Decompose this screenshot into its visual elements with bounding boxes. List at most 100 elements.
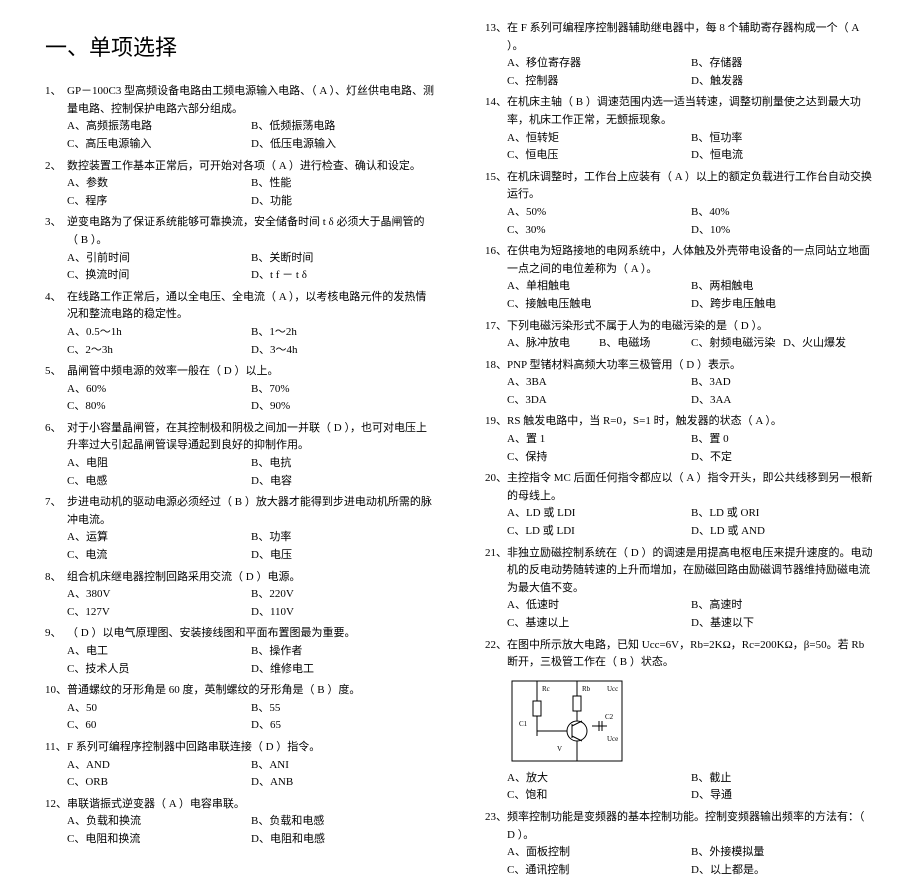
option: D、恒电流 [691, 147, 875, 165]
option: B、55 [251, 700, 435, 718]
option: B、恒功率 [691, 130, 875, 148]
option: D、触发器 [691, 73, 875, 91]
left-column: 一、单项选择 1、GP－100C3 型高频设备电路由工频电源输入电路、（ A ）… [30, 20, 460, 617]
question-text: 数控装置工作基本正常后，可开始对各项（ A ）进行检查、确认和设定。 [67, 158, 435, 176]
question-stem: 21、非独立励磁控制系统在（ D ）的调速是用提高电枢电压来提升速度的。电动机的… [485, 545, 875, 598]
question-stem: 2、数控装置工作基本正常后，可开始对各项（ A ）进行检查、确认和设定。 [45, 158, 435, 176]
question: 13、在 F 系列可编程序控制器辅助继电器中，每 8 个辅助寄存器构成一个（ A… [485, 20, 875, 90]
option: B、存储器 [691, 55, 875, 73]
option: D、维修电工 [251, 661, 435, 679]
question-options: A、LD 或 LDIB、LD 或 ORIC、LD 或 LDID、LD 或 AND [485, 505, 875, 540]
question: 9、（ D ）以电气原理图、安装接线图和平面布置图最为重要。A、电工B、操作者C… [45, 625, 435, 678]
option: B、负载和电感 [251, 813, 435, 831]
question-stem: 14、在机床主轴（ B ）调速范围内选一适当转速，调整切削量使之达到最大功率，机… [485, 94, 875, 129]
question-stem: 16、在供电为短路接地的电网系统中，人体触及外壳带电设备的一点同站立地面一点之间… [485, 243, 875, 278]
question-text: PNP 型锗材料高频大功率三极管用（ D ）表示。 [507, 357, 875, 375]
option: D、90% [251, 398, 435, 416]
option: C、127V [67, 604, 251, 622]
option: C、接触电压触电 [507, 296, 691, 314]
option: A、电工 [67, 643, 251, 661]
option: D、3AA [691, 392, 875, 410]
question-text: 逆变电路为了保证系统能够可靠换流，安全储备时间 t δ 必须大于晶闸管的（ B … [67, 214, 435, 249]
question-number: 19、 [485, 413, 507, 431]
question-stem: 12、串联谐振式逆变器（ A ）电容串联。 [45, 796, 435, 814]
question-number: 13、 [485, 20, 507, 55]
option: C、饱和 [507, 787, 691, 805]
svg-text:C2: C2 [605, 713, 614, 721]
option: B、低频振荡电路 [251, 118, 435, 136]
question-options: A、电阻B、电抗C、电感D、电容 [45, 455, 435, 490]
question-text: 在 F 系列可编程序控制器辅助继电器中，每 8 个辅助寄存器构成一个（ A ）。 [507, 20, 875, 55]
question-options: A、电工B、操作者C、技术人员D、维修电工 [45, 643, 435, 678]
right-column: 13、在 F 系列可编程序控制器辅助继电器中，每 8 个辅助寄存器构成一个（ A… [460, 20, 890, 617]
option: D、基速以下 [691, 615, 875, 633]
option: A、引前时间 [67, 250, 251, 268]
question: 14、在机床主轴（ B ）调速范围内选一适当转速，调整切削量使之达到最大功率，机… [485, 94, 875, 164]
option: C、换流时间 [67, 267, 251, 285]
question-stem: 11、F 系列可编程序控制器中回路串联连接（ D ）指令。 [45, 739, 435, 757]
question-stem: 19、RS 触发电路中，当 R=0，S=1 时，触发器的状态（ A ）。 [485, 413, 875, 431]
question-text: 在供电为短路接地的电网系统中，人体触及外壳带电设备的一点同站立地面一点之间的电位… [507, 243, 875, 278]
option: B、70% [251, 381, 435, 399]
question-options: A、ANDB、ANIC、ORBD、ANB [45, 757, 435, 792]
question-stem: 17、下列电磁污染形式不属于人为的电磁污染的是（ D ）。 [485, 318, 875, 336]
question-text: 在机床调整时，工作台上应装有（ A ）以上的额定负载进行工作台自动交换运行。 [507, 169, 875, 204]
option: B、两相触电 [691, 278, 875, 296]
question-options: A、0.5～1hB、1～2hC、2～3hD、3～4h [45, 324, 435, 359]
question-text: F 系列可编程序控制器中回路串联连接（ D ）指令。 [67, 739, 435, 757]
option: C、30% [507, 222, 691, 240]
option: C、控制器 [507, 73, 691, 91]
option: B、3AD [691, 374, 875, 392]
question: 21、非独立励磁控制系统在（ D ）的调速是用提高电枢电压来提升速度的。电动机的… [485, 545, 875, 633]
option: B、1～2h [251, 324, 435, 342]
option: B、性能 [251, 175, 435, 193]
question: 17、下列电磁污染形式不属于人为的电磁污染的是（ D ）。A、脉冲放电B、电磁场… [485, 318, 875, 353]
option: A、负载和换流 [67, 813, 251, 831]
question-number: 3、 [45, 214, 67, 249]
option: A、LD 或 LDI [507, 505, 691, 523]
question-stem: 15、在机床调整时，工作台上应装有（ A ）以上的额定负载进行工作台自动交换运行… [485, 169, 875, 204]
option: C、3DA [507, 392, 691, 410]
question: 12、串联谐振式逆变器（ A ）电容串联。A、负载和换流B、负载和电感C、电阻和… [45, 796, 435, 849]
option: B、高速时 [691, 597, 875, 615]
question-options: A、50%B、40%C、30%D、10% [485, 204, 875, 239]
question-options: A、引前时间B、关断时间C、换流时间D、t f － t δ [45, 250, 435, 285]
question-stem: 1、GP－100C3 型高频设备电路由工频电源输入电路、（ A ）、灯丝供电电路… [45, 83, 435, 118]
option: D、3～4h [251, 342, 435, 360]
option: B、外接模拟量 [691, 844, 875, 862]
question-text: 在线路工作正常后，通以全电压、全电流（ A ），以考核电路元件的发热情况和整流电… [67, 289, 435, 324]
question-options: A、3BAB、3ADC、3DAD、3AA [485, 374, 875, 409]
question: 10、普通螺纹的牙形角是 60 度，英制螺纹的牙形角是（ B ）度。A、50B、… [45, 682, 435, 735]
question-options: A、380VB、220VC、127VD、110V [45, 586, 435, 621]
question-number: 16、 [485, 243, 507, 278]
option: A、移位寄存器 [507, 55, 691, 73]
question-text: 对于小容量晶闸管，在其控制极和阴极之间加一并联（ D ），也可对电压上升率过大引… [67, 420, 435, 455]
question-options: A、置 1B、置 0C、保持D、不定 [485, 431, 875, 466]
option: A、380V [67, 586, 251, 604]
question-options: A、面板控制B、外接模拟量C、通讯控制D、以上都是。 [485, 844, 875, 879]
question-number: 1、 [45, 83, 67, 118]
option: C、技术人员 [67, 661, 251, 679]
circuit-figure: Rc Rb V C2 C1 Ucc Uce [485, 676, 875, 766]
question: 20、主控指令 MC 后面任何指令都应以（ A ）指令开头，即公共线移到另一根新… [485, 470, 875, 540]
option: A、参数 [67, 175, 251, 193]
option: D、t f － t δ [251, 267, 435, 285]
option: C、80% [67, 398, 251, 416]
question-stem: 8、组合机床继电器控制回路采用交流（ D ）电源。 [45, 569, 435, 587]
option: C、电感 [67, 473, 251, 491]
option: D、导通 [691, 787, 875, 805]
option: D、电阻和电感 [251, 831, 435, 849]
option: A、面板控制 [507, 844, 691, 862]
question-stem: 13、在 F 系列可编程序控制器辅助继电器中，每 8 个辅助寄存器构成一个（ A… [485, 20, 875, 55]
question-text: 非独立励磁控制系统在（ D ）的调速是用提高电枢电压来提升速度的。电动机的反电动… [507, 545, 875, 598]
question: 8、组合机床继电器控制回路采用交流（ D ）电源。A、380VB、220VC、1… [45, 569, 435, 622]
question-text: 频率控制功能是变频器的基本控制功能。控制变频器输出频率的方法有：（ D ）。 [507, 809, 875, 844]
question-options: A、50B、55C、60D、65 [45, 700, 435, 735]
question: 1、GP－100C3 型高频设备电路由工频电源输入电路、（ A ）、灯丝供电电路… [45, 83, 435, 153]
option: D、不定 [691, 449, 875, 467]
question-stem: 10、普通螺纹的牙形角是 60 度，英制螺纹的牙形角是（ B ）度。 [45, 682, 435, 700]
right-questions: 13、在 F 系列可编程序控制器辅助继电器中，每 8 个辅助寄存器构成一个（ A… [485, 20, 875, 879]
svg-text:Ucc: Ucc [607, 685, 618, 693]
question-stem: 9、（ D ）以电气原理图、安装接线图和平面布置图最为重要。 [45, 625, 435, 643]
question-options: A、移位寄存器B、存储器C、控制器D、触发器 [485, 55, 875, 90]
